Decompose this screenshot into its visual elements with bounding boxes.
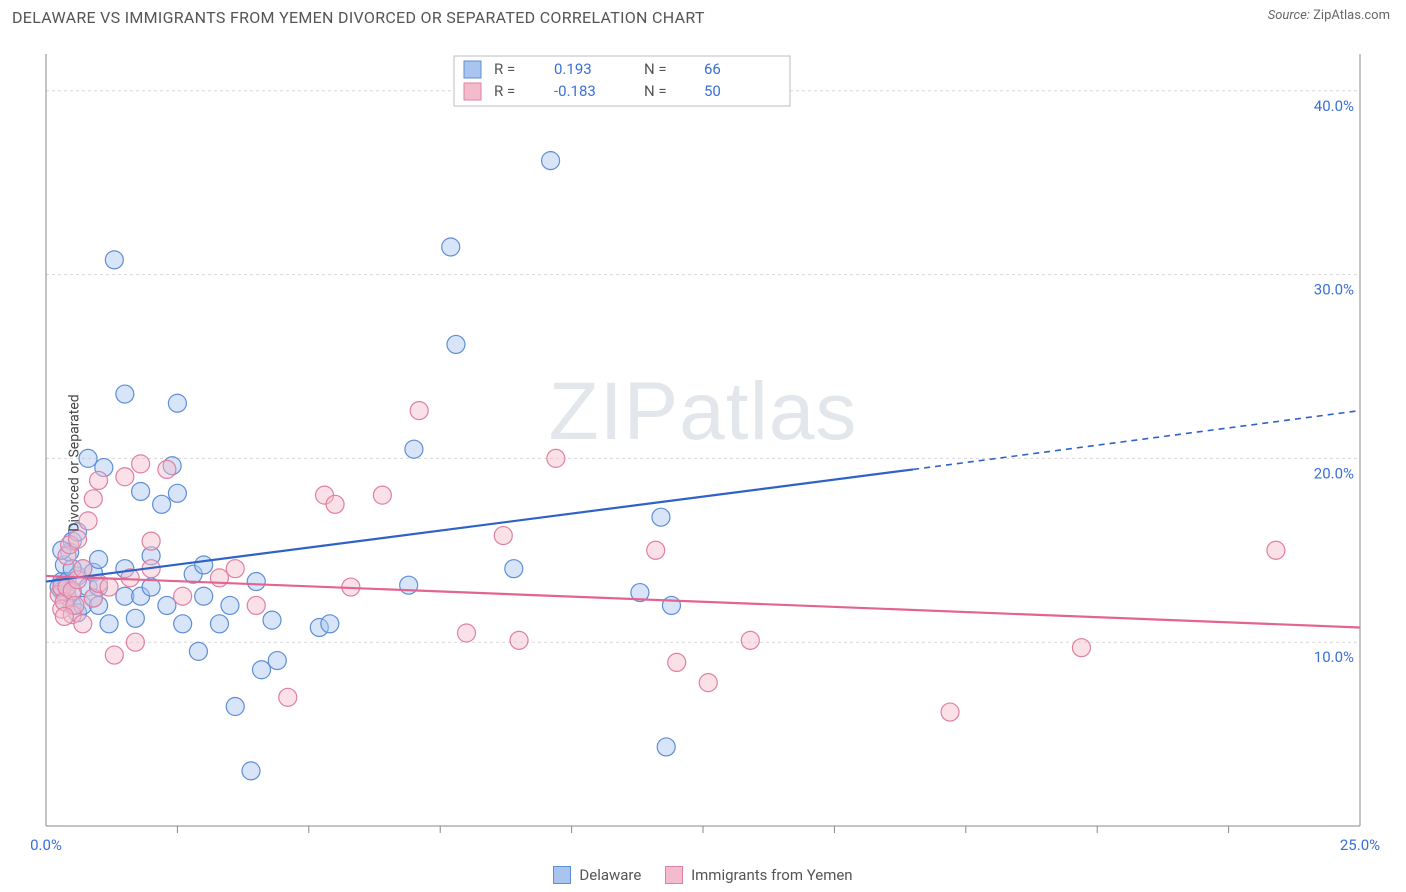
scatter-point-b [494, 527, 512, 545]
scatter-point-b [226, 560, 244, 578]
scatter-point-b [69, 530, 87, 548]
scatter-point-b [1072, 639, 1090, 657]
scatter-point-b [247, 596, 265, 614]
stat-swatch-a [464, 61, 481, 78]
scatter-point-b [279, 688, 297, 706]
scatter-point-a [542, 152, 560, 170]
scatter-point-b [699, 674, 717, 692]
scatter-point-a [247, 573, 265, 591]
y-tick-label: 10.0% [1314, 648, 1354, 666]
scatter-point-b [55, 607, 73, 625]
legend-label-b: Immigrants from Yemen [691, 866, 853, 884]
scatter-point-b [116, 468, 134, 486]
chart-source: Source: ZipAtlas.com [1268, 8, 1390, 23]
legend-bottom: Delaware Immigrants from Yemen [0, 866, 1406, 888]
scatter-point-a [126, 609, 144, 627]
scatter-point-a [210, 615, 228, 633]
scatter-point-a [195, 556, 213, 574]
scatter-point-b [100, 578, 118, 596]
scatter-point-b [510, 631, 528, 649]
legend-swatch-a [553, 866, 571, 884]
scatter-plot-svg: 10.0% 20.0% 30.0% 40.0% 0.0% 25.0% R = 0.193 N =… [0, 34, 1406, 866]
scatter-point-a [657, 738, 675, 756]
scatter-point-a [132, 482, 150, 500]
chart-area: Divorced or Separated ZIPatlas 10.0%20.0… [0, 34, 1406, 892]
scatter-point-a [90, 550, 108, 568]
trend-line-b [46, 576, 1360, 627]
scatter-point-b [142, 532, 160, 550]
scatter-point-a [442, 238, 460, 256]
scatter-point-b [84, 490, 102, 508]
chart-header: DELAWARE VS IMMIGRANTS FROM YEMEN DIVORC… [0, 0, 1406, 31]
source-label: Source: [1268, 8, 1310, 23]
scatter-point-a [505, 560, 523, 578]
scatter-point-b [373, 486, 391, 504]
scatter-point-a [263, 611, 281, 629]
scatter-point-b [126, 633, 144, 651]
scatter-point-a [153, 495, 171, 513]
y-tick-label: 20.0% [1314, 464, 1354, 482]
scatter-point-a [105, 251, 123, 269]
legend-item-a: Delaware [553, 866, 641, 884]
scatter-point-b [74, 615, 92, 633]
scatter-point-a [168, 484, 186, 502]
stat-r-label-b: R = [494, 82, 515, 100]
scatter-point-b [174, 587, 192, 605]
scatter-point-a [405, 440, 423, 458]
scatter-point-b [1267, 541, 1285, 559]
stat-n-value-a: 66 [704, 60, 721, 78]
source-value: ZipAtlas.com [1313, 8, 1390, 23]
scatter-point-b [547, 449, 565, 467]
scatter-point-b [941, 703, 959, 721]
y-axis-label: Divorced or Separated [67, 394, 83, 531]
scatter-point-a [158, 596, 176, 614]
scatter-point-a [116, 385, 134, 403]
scatter-point-b [410, 402, 428, 420]
x-origin-label: 0.0% [30, 836, 62, 854]
stat-swatch-b [464, 83, 481, 100]
scatter-point-b [105, 646, 123, 664]
stat-n-label-b: N = [644, 82, 667, 100]
stat-r-label-a: R = [494, 60, 515, 78]
scatter-point-b [90, 471, 108, 489]
scatter-point-b [457, 624, 475, 642]
scatter-point-a [242, 762, 260, 780]
scatter-point-a [268, 652, 286, 670]
scatter-point-b [158, 460, 176, 478]
scatter-point-a [321, 615, 339, 633]
scatter-point-b [668, 653, 686, 671]
legend-swatch-b [665, 866, 683, 884]
stat-n-value-b: 50 [704, 82, 721, 100]
scatter-point-a [252, 661, 270, 679]
stat-n-label-a: N = [644, 60, 667, 78]
y-tick-label: 30.0% [1314, 281, 1354, 299]
scatter-point-a [662, 596, 680, 614]
x-end-label: 25.0% [1340, 836, 1380, 854]
scatter-point-a [100, 615, 118, 633]
scatter-point-b [647, 541, 665, 559]
scatter-point-b [741, 631, 759, 649]
scatter-point-a [174, 615, 192, 633]
trend-line-a-dash [913, 411, 1360, 470]
scatter-point-b [326, 495, 344, 513]
scatter-point-a [447, 335, 465, 353]
stat-r-value-b: -0.183 [554, 82, 596, 100]
scatter-point-a [189, 642, 207, 660]
y-tick-label: 40.0% [1314, 97, 1354, 115]
stat-r-value-a: 0.193 [554, 60, 592, 78]
scatter-point-a [221, 596, 239, 614]
scatter-point-a [652, 508, 670, 526]
scatter-point-a [226, 698, 244, 716]
chart-title: DELAWARE VS IMMIGRANTS FROM YEMEN DIVORC… [12, 8, 705, 27]
legend-item-b: Immigrants from Yemen [665, 866, 853, 884]
legend-label-a: Delaware [579, 866, 641, 884]
scatter-point-a [195, 587, 213, 605]
scatter-point-b [132, 455, 150, 473]
scatter-point-a [168, 394, 186, 412]
